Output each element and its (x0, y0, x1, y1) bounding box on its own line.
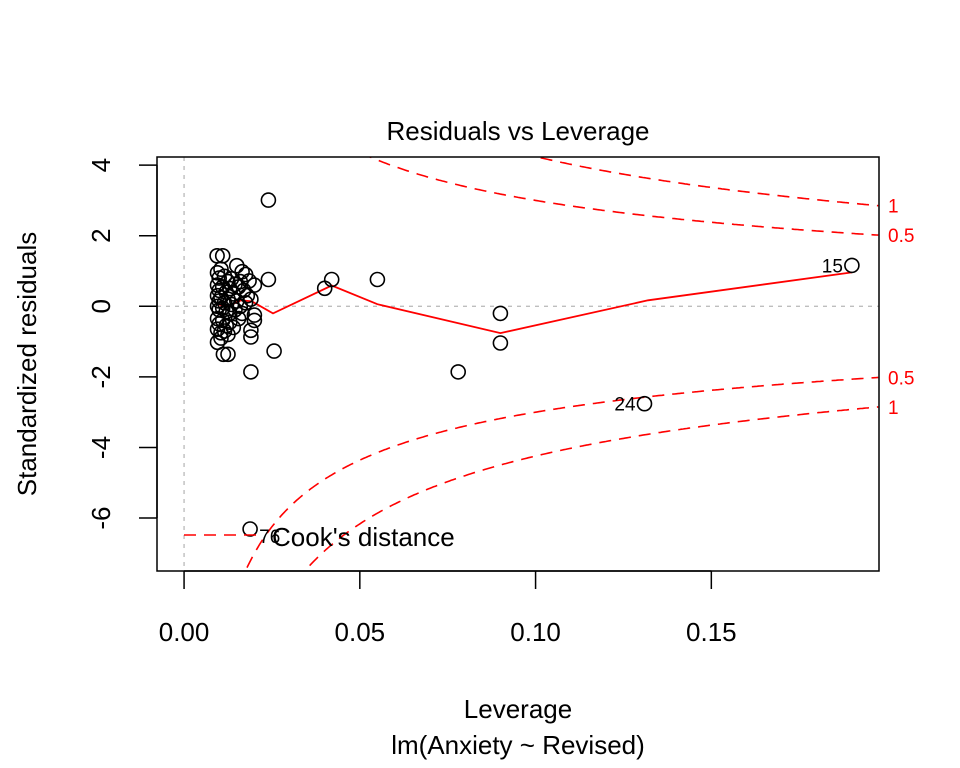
cooks-label-upper-1: 1 (888, 197, 899, 218)
cooks-label-lower-1: 1 (888, 398, 899, 419)
x-tick-label: 0.05 (335, 617, 386, 647)
data-point (243, 329, 259, 345)
x-axis: 0.00 0.05 0.10 0.15 (159, 570, 737, 647)
y-tick-label: 0 (86, 299, 116, 313)
reference-lines (157, 157, 879, 571)
data-point (844, 257, 860, 274)
x-tick-label: 0.00 (159, 617, 210, 647)
y-axis-label: Standardized residuals (12, 232, 42, 497)
data-point (323, 271, 340, 288)
point-labels: 15 24 76 (259, 256, 843, 548)
data-point (492, 305, 509, 322)
legend: Cook's distance (184, 522, 455, 552)
cooks-distance-contours (244, 157, 879, 571)
data-point (229, 257, 245, 274)
data-point (242, 521, 258, 537)
y-axis: 4 2 0 -2 -4 -6 (86, 158, 158, 530)
y-tick-label: 4 (86, 158, 116, 172)
smooth-line-group (216, 271, 853, 335)
cooks-label-lower-0-5: 0.5 (888, 368, 914, 389)
point-label-76: 76 (259, 527, 280, 548)
cooks-label-upper-0-5: 0.5 (888, 226, 914, 247)
cooks-contour-upper-1 (534, 157, 879, 207)
data-point (243, 364, 259, 380)
data-point (636, 395, 653, 412)
x-tick-label: 0.10 (510, 617, 561, 647)
x-tick-label: 0.15 (686, 617, 737, 647)
data-point (260, 271, 277, 288)
data-point (266, 343, 282, 359)
data-point (213, 330, 229, 346)
legend-label: Cook's distance (272, 522, 455, 552)
data-point (215, 346, 232, 363)
point-label-15: 15 (822, 256, 843, 277)
data-point (213, 261, 229, 278)
data-point (243, 322, 259, 339)
y-tick-label: -4 (86, 436, 116, 459)
data-point (234, 263, 250, 280)
data-point (492, 335, 509, 351)
data-point (369, 271, 386, 288)
plot-frame (156, 156, 880, 572)
data-point (230, 310, 247, 327)
chart-subtitle: lm(Anxiety ~ Revised) (391, 730, 645, 760)
smooth-line (216, 271, 853, 335)
data-point (220, 346, 236, 363)
cooks-contour-labels: 0.5 0.5 1 1 (888, 197, 914, 419)
data-point (260, 192, 277, 208)
data-point (246, 312, 263, 329)
cooks-contour-upper-0-5 (367, 157, 879, 236)
data-point (246, 307, 263, 323)
cooks-contour-lower-0-5 (244, 376, 879, 571)
chart-title: Residuals vs Leverage (386, 116, 649, 146)
y-tick-label: -2 (86, 365, 116, 388)
point-label-24: 24 (614, 395, 636, 416)
y-tick-label: 2 (86, 228, 116, 242)
data-points (209, 192, 860, 537)
data-point (450, 364, 467, 380)
cooks-contour-lower-1 (303, 406, 879, 571)
data-point (216, 323, 233, 339)
data-point (232, 273, 249, 290)
y-tick-label: -6 (86, 507, 116, 530)
x-axis-label: Leverage (464, 694, 572, 724)
data-point (237, 294, 254, 311)
